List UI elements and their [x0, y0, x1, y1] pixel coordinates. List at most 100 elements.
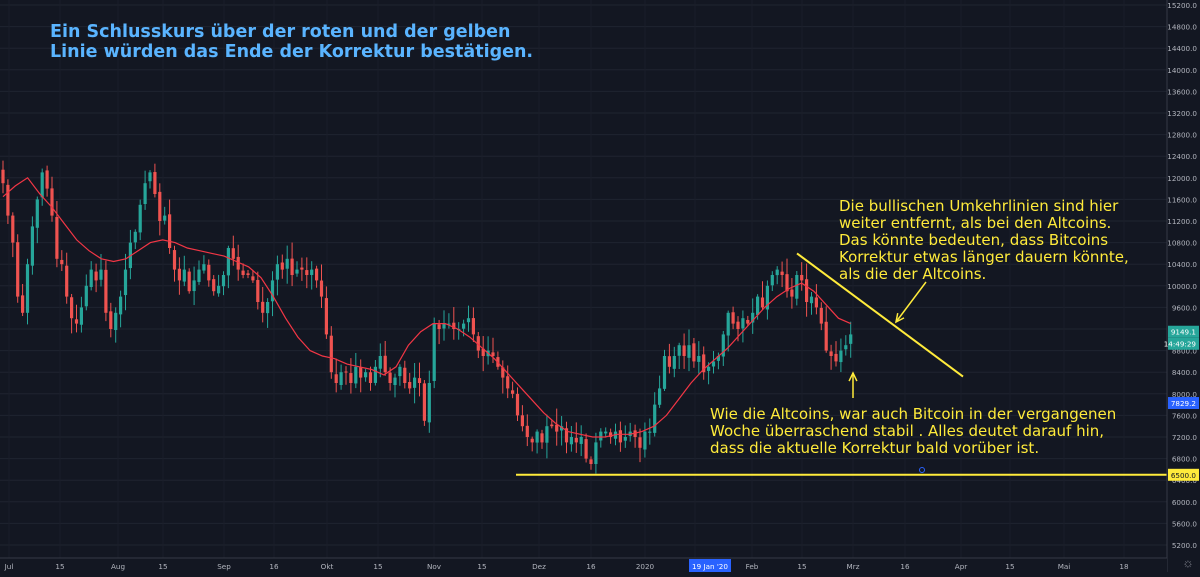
candle-body — [760, 297, 765, 308]
candle-body — [716, 356, 720, 361]
candle-body — [560, 426, 564, 431]
time-tick-label: 16 — [900, 562, 910, 571]
candle-body — [398, 366, 402, 377]
time-tick-label: 16 — [586, 562, 596, 571]
candle-body — [143, 183, 147, 204]
time-tick-label: 15 — [373, 562, 382, 571]
candle-body — [315, 268, 319, 281]
alert-marker[interactable] — [919, 467, 925, 473]
time-tick-label: Feb — [746, 562, 759, 571]
candle-body — [466, 318, 471, 323]
candle-body — [393, 377, 397, 386]
candle-body — [197, 269, 201, 282]
candle-body — [334, 374, 338, 383]
price-tick-label: 7600.0 — [1172, 411, 1198, 420]
price-badge-label: 14:49:29 — [1164, 340, 1197, 349]
candle-body — [403, 367, 407, 383]
candle-body — [300, 267, 304, 270]
candles — [1, 160, 853, 474]
candle-body — [574, 437, 578, 443]
price-tick-label: 10400.0 — [1167, 260, 1197, 269]
candle-body — [555, 424, 559, 432]
candle-body — [839, 350, 843, 363]
price-badge — [1168, 337, 1199, 350]
candle-body — [618, 430, 622, 443]
candle-body — [158, 191, 162, 221]
candle-body — [707, 366, 711, 371]
candle-body — [202, 264, 206, 271]
candle-body — [305, 270, 309, 275]
candle-body — [89, 269, 93, 287]
candle-body — [814, 297, 818, 308]
candle-body — [310, 269, 314, 275]
candle-body — [138, 204, 142, 233]
annotation-line: Die bullischen Umkehrlinien sind hier — [839, 197, 1119, 215]
price-tick-label: 14400.0 — [1167, 44, 1197, 53]
price-badge — [1168, 325, 1199, 338]
candle-body — [785, 274, 789, 292]
candle-body — [550, 424, 554, 427]
candle-body — [501, 367, 505, 378]
candle-body — [682, 345, 686, 356]
candle-body — [408, 381, 412, 389]
candle-body — [535, 431, 539, 443]
price-badge-label: 7829.2 — [1171, 399, 1196, 408]
price-axis[interactable]: 5200.05600.06000.06400.06800.07200.07600… — [1167, 1, 1197, 550]
descending-trendline[interactable] — [796, 252, 964, 378]
candle-body — [520, 415, 524, 427]
candle-body — [697, 356, 701, 362]
candle-body — [109, 311, 113, 329]
candle-body — [653, 404, 657, 433]
price-tick-label: 8400.0 — [1172, 368, 1198, 377]
candle-body — [65, 265, 69, 297]
candle-body — [99, 269, 103, 280]
candle-body — [564, 428, 569, 443]
candle-body — [221, 275, 226, 287]
price-badge-label: 9149.1 — [1171, 328, 1196, 337]
arrow-line — [895, 281, 927, 323]
candle-body — [11, 215, 15, 243]
candle-body — [123, 269, 128, 296]
candle-body — [819, 307, 823, 324]
time-axis[interactable]: Jul 15 Aug 15 Sep 16 Okt 15 Nov 15 Dez 16 2020 15 Feb 1… — [4, 559, 1129, 572]
moving-average-line — [2, 176, 851, 438]
price-tick-label: 8000.0 — [1172, 390, 1198, 399]
price-tick-label: 10000.0 — [1167, 282, 1197, 291]
candle-body — [79, 307, 83, 325]
candle-body — [133, 231, 137, 243]
candle-body — [290, 258, 294, 275]
candle-body — [217, 285, 221, 294]
candle-body — [604, 431, 608, 434]
candle-body — [182, 269, 186, 282]
candle-body — [329, 335, 333, 373]
candle-body — [780, 271, 784, 275]
time-tick-label: Jul — [4, 562, 14, 571]
candle-body — [1, 169, 5, 184]
candle-body — [364, 372, 368, 378]
price-tick-label: 14000.0 — [1167, 66, 1197, 75]
annotation-line: Korrektur etwas länger dauern könnte, — [839, 248, 1129, 266]
candle-body — [525, 425, 529, 437]
candle-body — [231, 248, 235, 259]
candle-body — [462, 323, 466, 329]
candle-body — [677, 345, 681, 356]
candle-body — [40, 172, 44, 198]
time-tick-label: 15 — [1005, 562, 1014, 571]
candle-body — [849, 334, 853, 344]
candle-body — [702, 354, 706, 373]
candle-body — [481, 348, 485, 356]
candle-body — [790, 289, 794, 297]
annotation-line: Das könnte bedeuten, dass Bitcoins — [839, 231, 1109, 249]
candle-body — [515, 393, 520, 416]
grid — [0, 4, 1167, 546]
candle-body — [45, 170, 49, 189]
candle-body — [50, 188, 54, 216]
candle-body — [687, 345, 691, 358]
time-tick-label: Nov — [427, 562, 442, 571]
gear-icon[interactable]: ☼ — [1182, 555, 1194, 570]
candle-body — [16, 242, 20, 297]
annotation-line: Woche überraschend stabil . Alles deutet… — [710, 422, 1105, 440]
price-tick-label: 9600.0 — [1172, 303, 1198, 312]
